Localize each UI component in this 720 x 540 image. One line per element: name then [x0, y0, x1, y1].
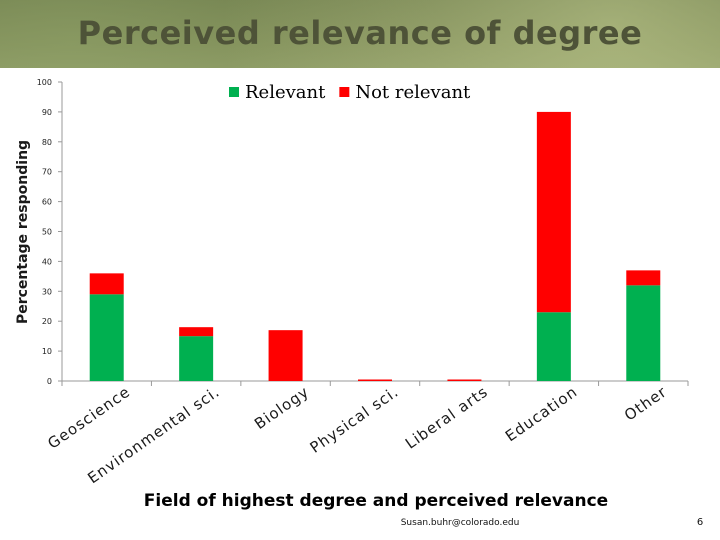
slide-number: 6 [696, 517, 704, 528]
slide-title: Perceived relevance of degree [77, 14, 643, 52]
x-category-label: Physical sci. [307, 383, 402, 457]
legend-swatch [229, 87, 239, 97]
legend-label: Relevant [245, 82, 326, 103]
bar-not-relevant [626, 270, 661, 286]
y-tick-label: 60 [42, 198, 52, 207]
y-tick-label: 50 [42, 228, 52, 237]
bar-not-relevant [179, 327, 214, 337]
bar-not-relevant [536, 111, 571, 313]
y-tick-label: 0 [47, 377, 52, 386]
x-category-label: Education [502, 383, 581, 446]
x-category-label: Liberal arts [402, 383, 491, 453]
y-tick-label: 70 [42, 168, 52, 177]
y-axis-title: Percentage responding [15, 140, 31, 324]
bar-relevant [89, 294, 124, 381]
bar-not-relevant [358, 379, 392, 381]
bar-relevant [536, 312, 571, 381]
x-axis-title: Field of highest degree and perceived re… [144, 491, 608, 511]
y-tick-label: 90 [42, 108, 52, 117]
y-tick-label: 100 [37, 78, 52, 87]
bar-not-relevant [447, 379, 482, 381]
bar-relevant [626, 285, 661, 381]
bar-not-relevant [89, 273, 124, 295]
x-category-label: Geoscience [44, 383, 133, 453]
y-tick-label: 40 [42, 257, 52, 266]
bar-relevant [179, 336, 214, 381]
y-tick-label: 10 [42, 347, 52, 356]
footer-email: Susan.buhr@colorado.edu [400, 518, 520, 528]
y-tick-label: 30 [42, 287, 52, 296]
y-tick-label: 20 [42, 317, 52, 326]
x-category-label: Biology [251, 383, 312, 434]
y-tick-label: 80 [42, 138, 52, 147]
x-category-label: Other [621, 383, 670, 425]
bar-not-relevant [268, 330, 303, 381]
legend-label: Not relevant [355, 82, 471, 103]
legend-swatch [339, 87, 350, 97]
